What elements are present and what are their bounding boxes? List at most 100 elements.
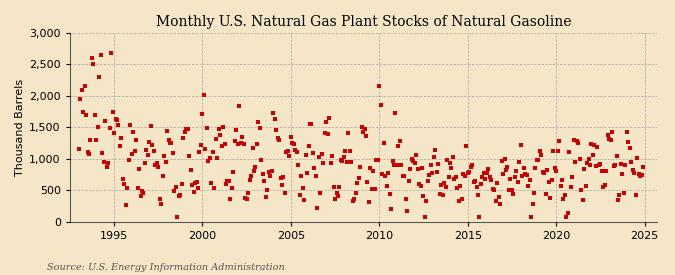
Point bbox=[237, 135, 248, 140]
Point bbox=[533, 158, 544, 162]
Point bbox=[474, 214, 485, 219]
Point bbox=[477, 175, 488, 179]
Point bbox=[406, 157, 417, 161]
Point bbox=[626, 160, 637, 165]
Point bbox=[211, 137, 221, 141]
Point bbox=[304, 121, 315, 126]
Point bbox=[472, 193, 483, 197]
Point bbox=[243, 191, 254, 196]
Point bbox=[571, 138, 582, 143]
Point bbox=[445, 161, 456, 165]
Point bbox=[610, 163, 620, 167]
Point bbox=[250, 164, 261, 169]
Point bbox=[228, 170, 239, 174]
Point bbox=[508, 192, 519, 197]
Point bbox=[84, 152, 95, 156]
Point bbox=[148, 149, 159, 153]
Point bbox=[101, 165, 112, 169]
Point bbox=[409, 161, 420, 165]
Point bbox=[265, 174, 275, 179]
Point bbox=[567, 175, 578, 179]
Point bbox=[172, 214, 183, 219]
Point bbox=[288, 142, 299, 147]
Point bbox=[141, 148, 152, 153]
Point bbox=[599, 182, 610, 187]
Point bbox=[281, 150, 292, 155]
Point bbox=[633, 172, 644, 176]
Point bbox=[82, 150, 93, 154]
Point bbox=[136, 189, 147, 193]
Point bbox=[561, 214, 572, 219]
Point bbox=[402, 209, 412, 213]
Point bbox=[290, 147, 300, 152]
Point bbox=[319, 131, 330, 135]
Point bbox=[247, 146, 258, 150]
Point bbox=[198, 93, 209, 97]
Point bbox=[300, 153, 311, 158]
Point bbox=[522, 183, 533, 188]
Point bbox=[192, 186, 203, 191]
Point bbox=[360, 134, 371, 138]
Point bbox=[624, 146, 635, 150]
Title: Monthly U.S. Natural Gas Plant Stocks of Natural Gasoline: Monthly U.S. Natural Gas Plant Stocks of… bbox=[156, 15, 571, 29]
Point bbox=[629, 170, 640, 175]
Point bbox=[279, 190, 290, 195]
Point bbox=[115, 144, 126, 148]
Point bbox=[602, 133, 613, 137]
Point bbox=[531, 158, 542, 163]
Point bbox=[344, 149, 355, 154]
Point bbox=[634, 174, 645, 178]
Point bbox=[328, 185, 339, 189]
Point bbox=[191, 180, 202, 184]
Point bbox=[160, 160, 171, 165]
Point bbox=[496, 159, 507, 163]
Point bbox=[582, 161, 593, 165]
Point bbox=[299, 198, 310, 202]
Point bbox=[147, 143, 158, 147]
Point bbox=[294, 193, 305, 197]
Point bbox=[557, 177, 568, 182]
Point bbox=[439, 181, 450, 186]
Point bbox=[178, 135, 189, 140]
Point bbox=[613, 197, 624, 202]
Point bbox=[353, 176, 364, 181]
Point bbox=[549, 166, 560, 170]
Point bbox=[277, 183, 288, 187]
Point bbox=[287, 141, 298, 145]
Point bbox=[338, 155, 349, 159]
Point bbox=[306, 122, 317, 127]
Point bbox=[440, 185, 451, 189]
Point bbox=[99, 160, 109, 164]
Point bbox=[348, 199, 358, 203]
Point bbox=[128, 130, 138, 134]
Point bbox=[552, 149, 563, 153]
Point bbox=[216, 144, 227, 148]
Point bbox=[393, 144, 404, 148]
Point bbox=[146, 124, 157, 128]
Point bbox=[518, 166, 529, 170]
Point bbox=[162, 129, 173, 134]
Point bbox=[551, 169, 562, 174]
Point bbox=[502, 165, 513, 169]
Point bbox=[100, 119, 111, 123]
Point bbox=[359, 126, 370, 131]
Point bbox=[617, 172, 628, 176]
Point bbox=[275, 175, 286, 180]
Point bbox=[399, 173, 410, 178]
Point bbox=[74, 147, 84, 152]
Point bbox=[636, 173, 647, 178]
Point bbox=[421, 199, 432, 203]
Point bbox=[441, 158, 452, 163]
Point bbox=[392, 163, 402, 167]
Point bbox=[292, 150, 302, 154]
Point bbox=[225, 197, 236, 201]
Point bbox=[390, 111, 401, 115]
Point bbox=[303, 144, 314, 148]
Point bbox=[78, 110, 88, 114]
Point bbox=[155, 196, 165, 201]
Point bbox=[296, 174, 306, 178]
Point bbox=[76, 87, 87, 92]
Point bbox=[104, 126, 115, 130]
Point bbox=[632, 156, 643, 160]
Point bbox=[405, 167, 416, 171]
